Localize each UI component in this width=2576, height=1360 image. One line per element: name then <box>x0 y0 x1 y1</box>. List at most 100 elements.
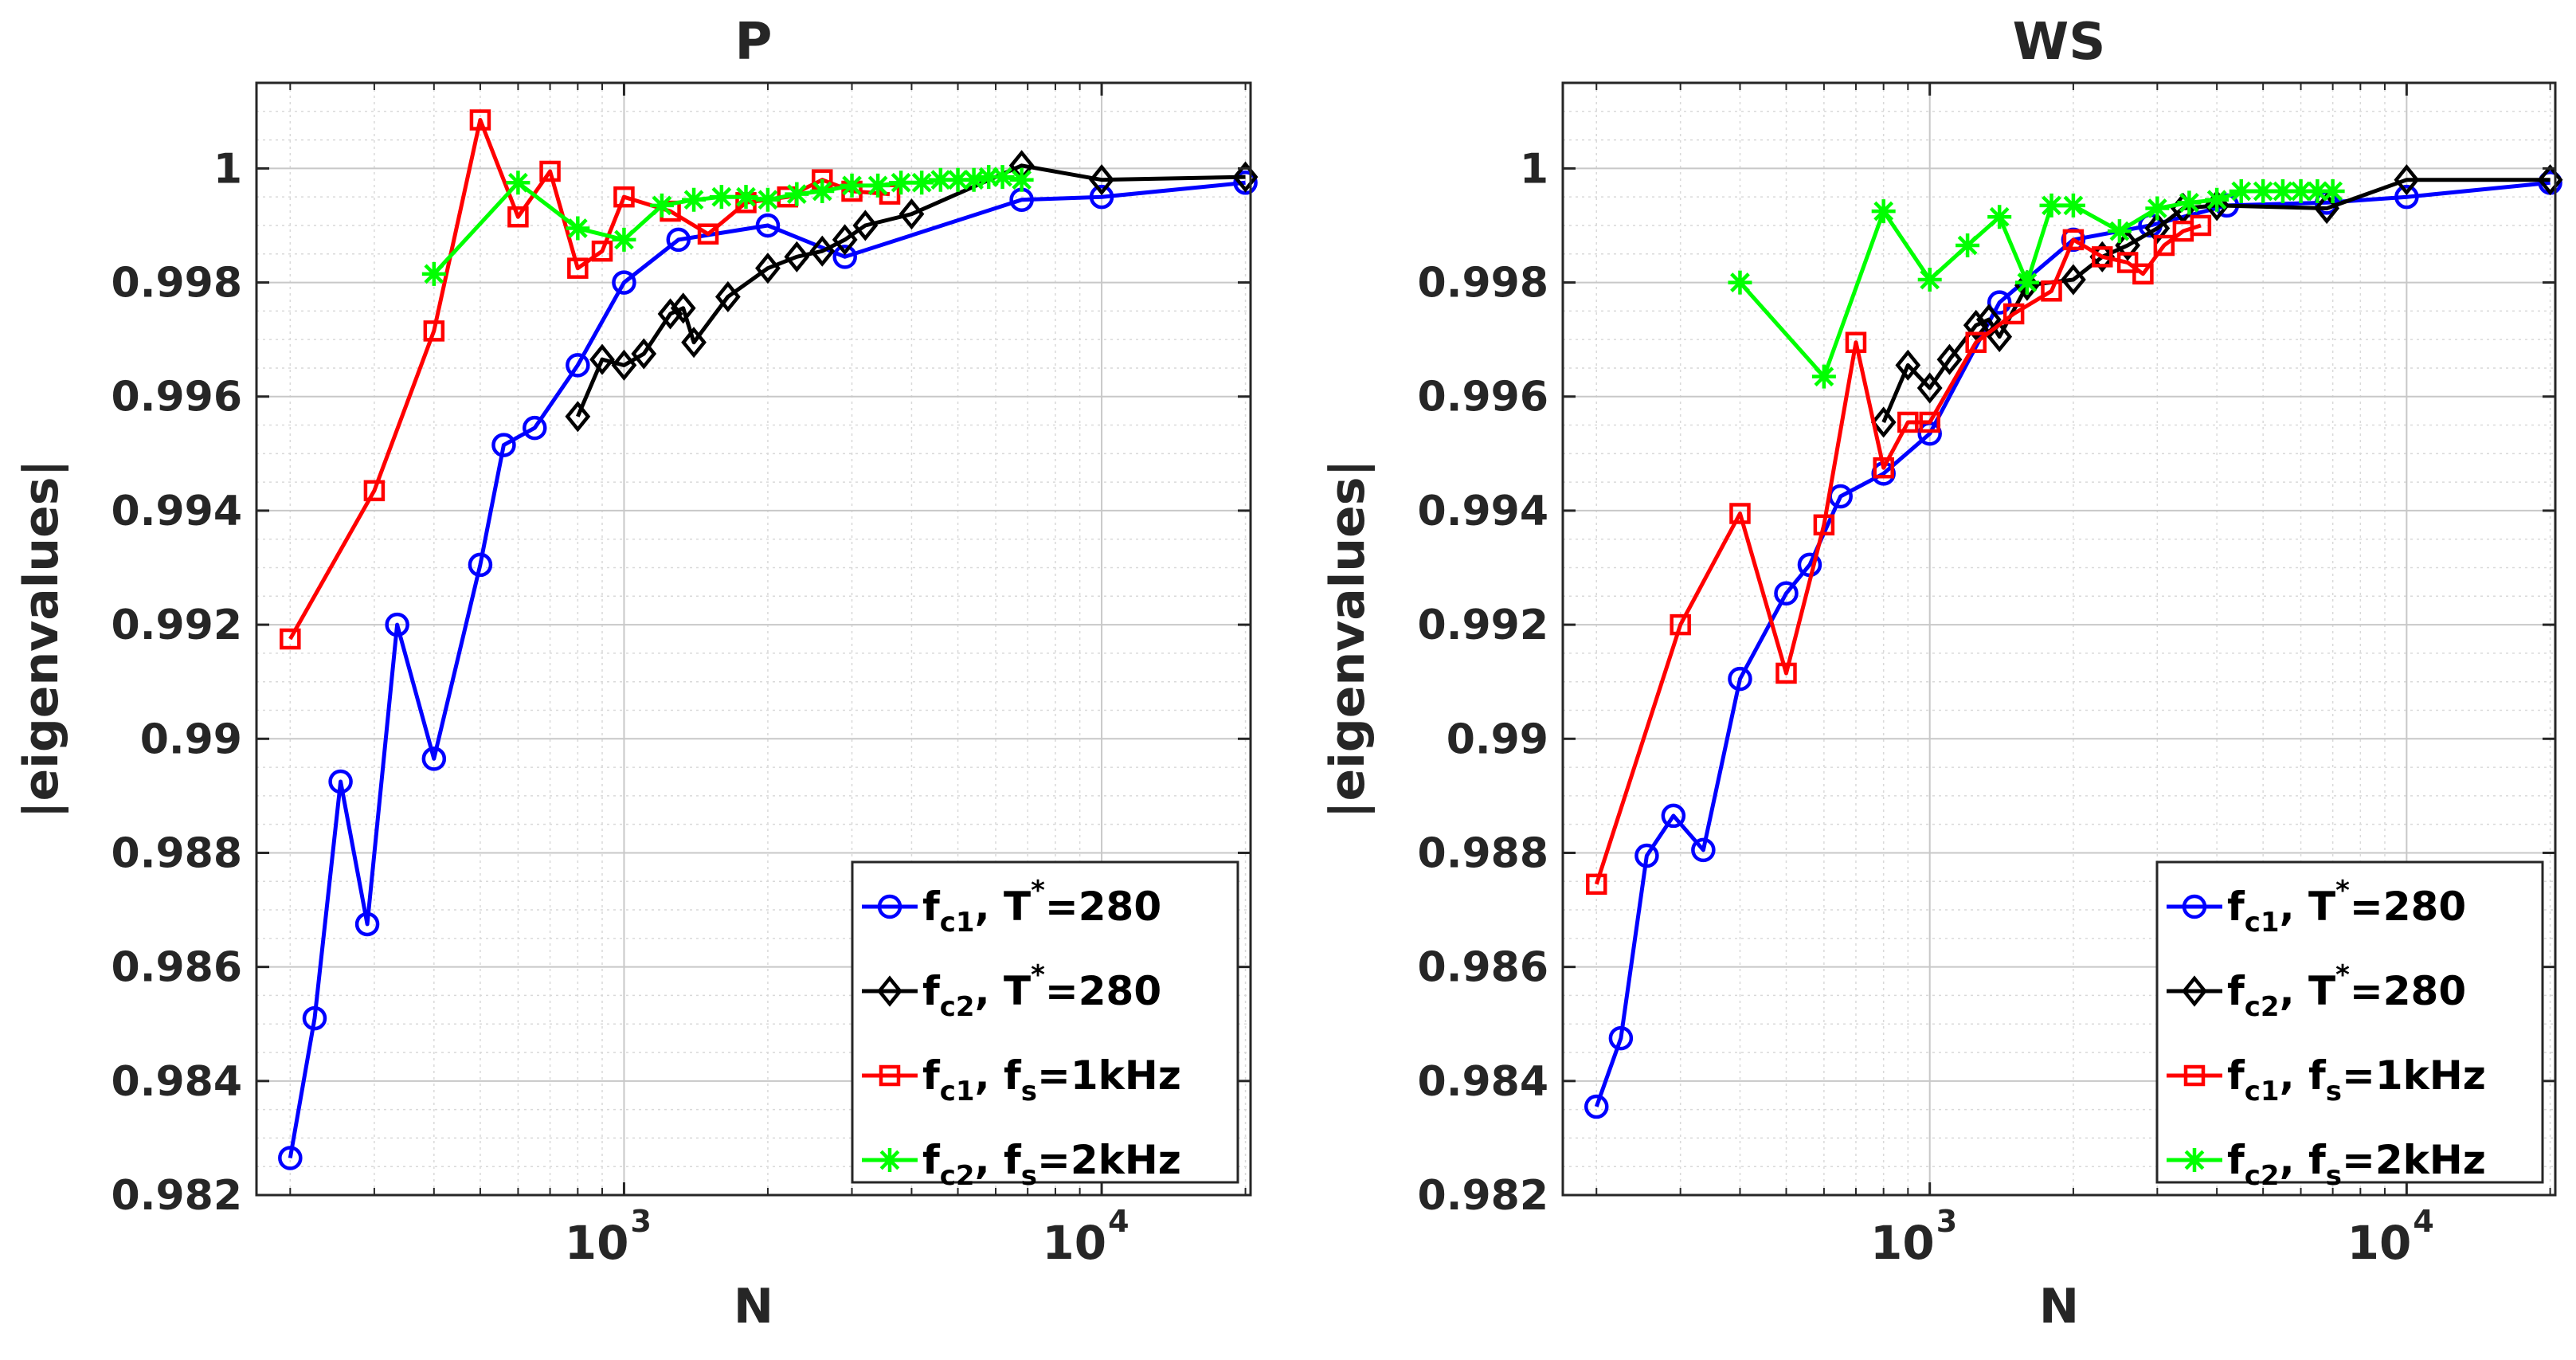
series-asterisk <box>421 165 1034 286</box>
data-point <box>2288 179 2313 204</box>
data-point <box>385 612 409 637</box>
series-diamond <box>565 150 1259 433</box>
minor-grid-ws <box>1563 83 2555 1195</box>
data-point <box>840 173 864 198</box>
data-point <box>612 227 636 252</box>
data-point <box>2061 264 2086 296</box>
data-point <box>2153 234 2175 257</box>
data-point <box>2002 303 2025 325</box>
legend-entry: fc1, fs=1kHz <box>2167 1052 2486 1107</box>
x-tick-labels-p: 10 3 10 4 <box>565 1204 1129 1270</box>
legend-label-rest: , f <box>975 1052 1022 1099</box>
x-tick-base: 10 <box>565 1216 629 1270</box>
data-point <box>1897 411 1919 433</box>
series-layer-ws <box>1584 164 2563 1119</box>
data-point <box>877 894 902 919</box>
legend-entry: fc1, fs=1kHz <box>862 1052 1181 1107</box>
data-point <box>565 401 591 433</box>
data-point <box>878 1148 902 1172</box>
legend-label-sub: c1 <box>2245 907 2280 939</box>
x-tick-label: 10 4 <box>2347 1204 2434 1270</box>
series-circle <box>278 170 1258 1170</box>
legend-label-tail: =1kHz <box>2342 1052 2486 1099</box>
data-point <box>2251 179 2276 204</box>
legend-label-rest: , T <box>2280 884 2336 930</box>
legend-label-tail: =280 <box>1045 884 1161 930</box>
data-point <box>566 216 590 241</box>
data-point <box>990 165 1015 190</box>
data-point <box>2039 193 2064 218</box>
y-tick-label: 0.984 <box>112 1058 242 1106</box>
x-tick-label: 10 3 <box>565 1204 652 1270</box>
legend-label-sub2: s <box>2326 1076 2342 1107</box>
legend-label-sub: c2 <box>2245 991 2280 1023</box>
data-point <box>2229 179 2253 204</box>
data-point <box>852 210 879 241</box>
legend-entry: fc1, T*=280 <box>862 875 1161 939</box>
legend-label-tail: =280 <box>2350 884 2466 930</box>
data-point <box>2062 229 2085 251</box>
data-point <box>2144 212 2171 245</box>
data-point <box>1916 372 1943 404</box>
legend-label: fc1, T*=280 <box>2227 875 2466 939</box>
x-tick-base: 10 <box>2347 1216 2412 1270</box>
y-tick-label: 0.992 <box>1418 602 1548 649</box>
x-axis-label-p: N <box>734 1279 773 1335</box>
legend-label-rest: , f <box>2280 1137 2327 1183</box>
legend-label-sub: c1 <box>940 907 975 939</box>
data-point <box>1774 581 1799 606</box>
legend-entry: fc2, fs=2kHz <box>2167 1137 2486 1192</box>
legend-label-sup: * <box>2335 875 2350 907</box>
data-point <box>589 343 615 375</box>
y-tick-label: 0.996 <box>112 374 242 421</box>
data-point <box>2182 975 2207 1007</box>
data-point <box>1963 309 1989 341</box>
legend-label-main: f <box>2227 884 2245 930</box>
data-point <box>755 213 781 238</box>
data-point <box>591 240 613 262</box>
data-point <box>566 353 590 378</box>
data-point <box>2205 187 2230 212</box>
legend-label-sup: * <box>2335 959 2350 991</box>
data-point <box>421 747 447 771</box>
data-point <box>1813 514 1835 536</box>
data-point <box>2092 246 2113 268</box>
x-tick-base: 10 <box>1870 1216 1935 1270</box>
data-point <box>1728 270 1752 295</box>
legend-entry: fc1, T*=280 <box>2167 875 2466 939</box>
data-point <box>734 185 758 210</box>
series-square <box>1586 214 2212 896</box>
y-tick-label: 0.994 <box>112 488 242 535</box>
data-point <box>1661 803 1686 829</box>
y-tick-label: 0.988 <box>112 829 242 877</box>
series-asterisk <box>1728 179 2345 389</box>
data-point <box>354 911 380 937</box>
data-point <box>1729 503 1751 524</box>
data-point <box>649 193 674 218</box>
data-point <box>613 186 635 208</box>
data-point <box>785 182 809 206</box>
data-point <box>2116 252 2139 273</box>
series-layer-p <box>278 109 1259 1170</box>
data-point <box>1775 662 1797 684</box>
y-tick-label: 0.982 <box>112 1172 242 1220</box>
data-point <box>1728 666 1752 692</box>
legend-label-rest: , f <box>975 1137 1022 1183</box>
y-axis-label-p: |eigenvalues| <box>14 460 69 819</box>
legend-label-sup: * <box>1031 959 1045 991</box>
data-point <box>491 433 516 457</box>
data-point <box>567 257 589 279</box>
legend-entry: fc2, T*=280 <box>2167 959 2466 1023</box>
y-tick-label: 0.988 <box>1418 829 1548 877</box>
y-tick-labels-p: 0.982 0.984 0.986 0.988 0.99 0.992 0.994 0.996 0… <box>112 145 242 1220</box>
y-tick-label: 1 <box>1520 145 1548 193</box>
data-point <box>468 552 493 578</box>
legend-label-main: f <box>922 968 941 1014</box>
data-point <box>1691 837 1716 863</box>
legend-label-main: f <box>2227 1137 2245 1183</box>
y-tick-label: 0.994 <box>1418 488 1548 535</box>
data-point <box>832 224 858 256</box>
legend-label-rest: , T <box>975 884 1032 930</box>
x-tick-exponent: 4 <box>2413 1204 2433 1239</box>
